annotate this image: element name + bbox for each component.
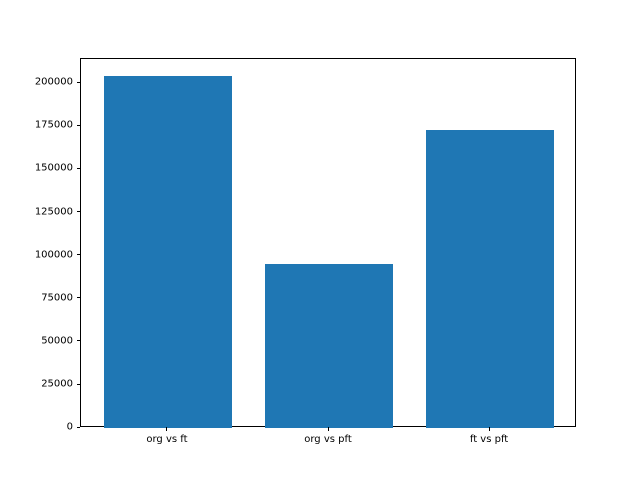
- y-tick-mark-1: [76, 383, 80, 385]
- x-tick-label-2: ft vs pft: [469, 433, 509, 445]
- y-tick-mark-2: [76, 340, 80, 342]
- x-tick-mark-2: [488, 427, 490, 431]
- y-tick-label-5: 125000: [34, 206, 73, 217]
- x-tick-mark-1: [327, 427, 329, 431]
- y-tick-mark-7: [76, 124, 80, 126]
- bar-1: [264, 264, 394, 429]
- y-tick-mark-4: [76, 254, 80, 256]
- y-tick-label-1: 25000: [41, 378, 73, 390]
- y-tick-label-3: 75000: [41, 292, 73, 304]
- y-tick-label-2: 50000: [41, 335, 73, 347]
- bar-0: [103, 76, 233, 429]
- y-tick-label-8: 200000: [34, 76, 73, 88]
- y-tick-label-7: 175000: [34, 119, 73, 131]
- y-tick-label-6: 150000: [34, 162, 73, 174]
- plot-area: [80, 57, 576, 429]
- bar-2: [425, 129, 555, 429]
- y-tick-mark-5: [76, 211, 80, 212]
- x-tick-mark-0: [166, 427, 168, 431]
- y-tick-mark-8: [76, 81, 80, 83]
- y-tick-label-4: 100000: [34, 249, 73, 261]
- y-tick-mark-3: [76, 297, 80, 299]
- y-tick-mark-6: [76, 167, 80, 169]
- x-tick-label-0: org vs ft: [146, 433, 188, 445]
- x-tick-label-1: org vs pft: [304, 433, 352, 445]
- y-tick-label-0: 0: [66, 421, 73, 433]
- y-tick-mark-0: [76, 426, 80, 428]
